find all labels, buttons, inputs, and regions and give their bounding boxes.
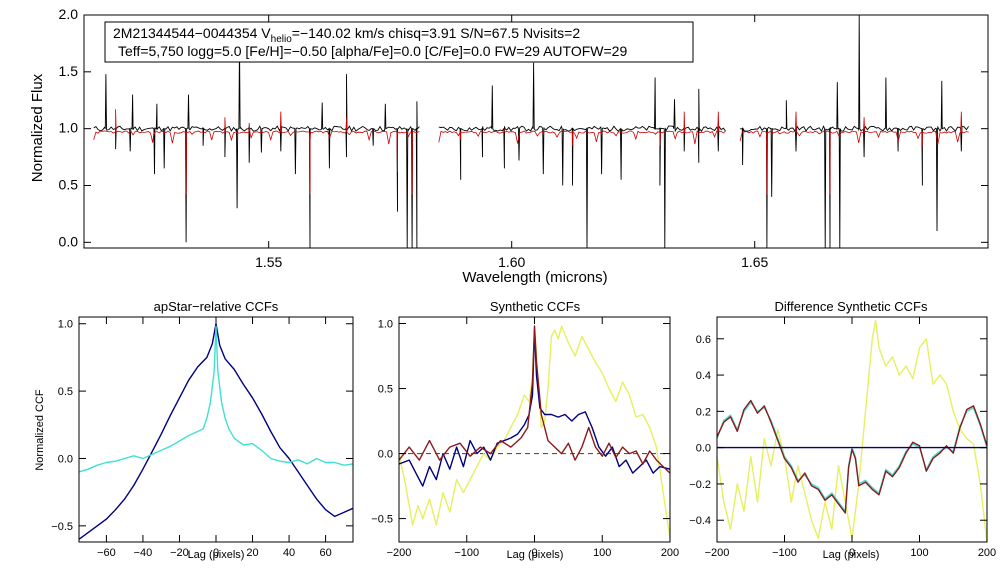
apstar-ccf-traces bbox=[78, 323, 354, 540]
apstar-ccf-x-tick-label: −60 bbox=[97, 547, 116, 559]
apstar-ccf-x-tick-label: 60 bbox=[319, 547, 331, 559]
synthetic-ccf-y-tick-label: 1.0 bbox=[378, 319, 393, 331]
difference-ccf-x-tick-label: −200 bbox=[705, 547, 730, 559]
apstar-ccf-y-tick-label: 0.0 bbox=[58, 453, 73, 465]
spectrum-series-observed bbox=[93, 39, 420, 249]
apstar-ccf-y-tick-label: −0.5 bbox=[51, 521, 73, 533]
synthetic-ccf-y-tick-label: 0.5 bbox=[378, 384, 393, 396]
spectrum-series-observed bbox=[438, 62, 726, 249]
apstar-ccf-y-tick-label: 0.5 bbox=[58, 386, 73, 398]
spectrum-y-tick-label: 2.0 bbox=[59, 6, 79, 22]
difference-ccf-y-tick-label: −0.2 bbox=[689, 479, 711, 491]
apstar-ccf-ticks: −60 −40 −20 0 20 40 60 −0.5 0.0 0.5 1.0 bbox=[51, 317, 353, 559]
spectrum-plot-frame bbox=[83, 14, 989, 249]
apstar-ccf-x-tick-label: 20 bbox=[246, 547, 258, 559]
difference-ccf-y-tick-label: 0.4 bbox=[696, 370, 711, 382]
synthetic-ccf-series-yellow bbox=[398, 325, 671, 539]
synthetic-ccf-x-tick-label: −200 bbox=[387, 547, 412, 559]
spectrum-panel: 1.55 1.60 1.65 0.0 0.5 1.0 1.5 2.0 Normalized F… bbox=[29, 6, 989, 286]
spectrum-x-tick-label: 1.60 bbox=[498, 254, 525, 270]
synthetic-ccf-ticks: −200 −100 0 100 200 −0.5 0.0 0.5 1.0 bbox=[371, 317, 679, 559]
synthetic-ccf-x-tick-label: 0 bbox=[531, 547, 537, 559]
difference-ccf-panel: Difference Synthetic CCFs −200 −100 0 100 20… bbox=[689, 299, 996, 561]
synthetic-ccf-x-tick-label: −100 bbox=[454, 547, 479, 559]
difference-ccf-x-axis-label: Lag (pixels) bbox=[823, 549, 880, 561]
synthetic-ccf-y-tick-label: −0.5 bbox=[371, 514, 393, 526]
apstar-ccf-panel: apStar−relative CCFs −60 −40 −20 0 20 40 60 −0.… bbox=[34, 299, 354, 561]
synthetic-ccf-x-tick-label: 200 bbox=[661, 547, 679, 559]
synthetic-ccf-series-navy bbox=[398, 329, 671, 487]
synthetic-ccf-traces bbox=[398, 325, 671, 539]
spectrum-y-tick-label: 0.0 bbox=[59, 233, 79, 249]
annotation-line-1: 2M21344544−0044354 Vhelio=−140.02 km/s c… bbox=[113, 25, 580, 45]
spectrum-ticks: 1.55 1.60 1.65 0.0 0.5 1.0 1.5 2.0 bbox=[59, 6, 988, 270]
difference-ccf-traces bbox=[716, 319, 988, 543]
annotation-line-2: Teff=5,750 logg=5.0 [Fe/H]=−0.50 [alpha/… bbox=[118, 43, 627, 59]
difference-ccf-series-darkred bbox=[716, 399, 988, 514]
difference-ccf-y-tick-label: 0.2 bbox=[696, 406, 711, 418]
apstar-ccf-series-navy bbox=[78, 323, 354, 540]
apstar-ccf-x-tick-label: −40 bbox=[134, 547, 153, 559]
difference-ccf-y-tick-label: 0.6 bbox=[696, 334, 711, 346]
difference-ccf-ticks: −200 −100 0 100 200 −0.4 −0.2 0.0 0.2 0.4 0.6 bbox=[689, 317, 996, 559]
difference-ccf-x-tick-label: −100 bbox=[772, 547, 797, 559]
synthetic-ccf-x-tick-label: 100 bbox=[593, 547, 611, 559]
annotation-stats: =−140.02 km/s chisq=3.91 S/N=67.5 Nvisit… bbox=[292, 25, 581, 41]
synthetic-ccf-series-darkred bbox=[398, 325, 671, 474]
apstar-ccf-title: apStar−relative CCFs bbox=[154, 299, 279, 314]
difference-ccf-x-tick-label: 0 bbox=[849, 547, 855, 559]
annotation-vhelio-subscript: helio bbox=[271, 34, 293, 45]
annotation-object-id: 2M21344544−0044354 V bbox=[113, 25, 271, 41]
apstar-ccf-x-tick-label: −20 bbox=[170, 547, 189, 559]
spectrum-x-tick-label: 1.65 bbox=[741, 254, 768, 270]
difference-ccf-title: Difference Synthetic CCFs bbox=[775, 299, 928, 314]
spectrum-y-tick-label: 1.5 bbox=[59, 63, 79, 79]
apstar-ccf-x-axis-label: Lag (pixels) bbox=[188, 549, 245, 561]
difference-ccf-frame bbox=[716, 316, 988, 543]
synthetic-ccf-x-axis-label: Lag (pixels) bbox=[507, 549, 564, 561]
spectrum-traces bbox=[93, 14, 969, 249]
apstar-ccf-y-axis-label: Normalized CCF bbox=[34, 389, 46, 471]
spectrum-y-tick-label: 0.5 bbox=[59, 176, 79, 192]
synthetic-ccf-y-tick-label: 0.0 bbox=[378, 449, 393, 461]
synthetic-ccf-panel: Synthetic CCFs −200 −100 0 100 200 −0.5 0.0 0.5… bbox=[371, 299, 679, 561]
spectrum-series-observed bbox=[740, 14, 969, 249]
annotation-box bbox=[104, 21, 694, 63]
spectrum-series-model bbox=[739, 111, 969, 195]
apstar-ccf-x-tick-label: 0 bbox=[213, 547, 219, 559]
spectrum-x-tick-label: 1.55 bbox=[255, 254, 282, 270]
apstar-ccf-frame bbox=[78, 316, 354, 543]
spectrum-y-tick-label: 1.0 bbox=[59, 120, 79, 136]
synthetic-ccf-title: Synthetic CCFs bbox=[490, 299, 581, 314]
difference-ccf-series-cyan bbox=[716, 401, 988, 512]
difference-ccf-series-yellow bbox=[716, 319, 988, 543]
spectrum-y-axis-label: Normalized Flux bbox=[29, 73, 46, 182]
apstar-ccf-y-tick-label: 1.0 bbox=[58, 319, 73, 331]
apstar-ccf-series-cyan bbox=[78, 325, 354, 473]
apstar-ccf-x-tick-label: 40 bbox=[283, 547, 295, 559]
spectrum-series-model bbox=[438, 111, 726, 146]
spectrum-annotation: 2M21344544−0044354 Vhelio=−140.02 km/s c… bbox=[104, 21, 694, 63]
difference-ccf-x-tick-label: 100 bbox=[910, 547, 928, 559]
spectrum-series-model bbox=[93, 109, 420, 195]
difference-ccf-y-tick-label: −0.4 bbox=[689, 515, 711, 527]
spectrum-x-axis-label: Wavelength (microns) bbox=[462, 269, 607, 286]
difference-ccf-x-tick-label: 200 bbox=[978, 547, 996, 559]
difference-ccf-y-tick-label: 0.0 bbox=[696, 443, 711, 455]
